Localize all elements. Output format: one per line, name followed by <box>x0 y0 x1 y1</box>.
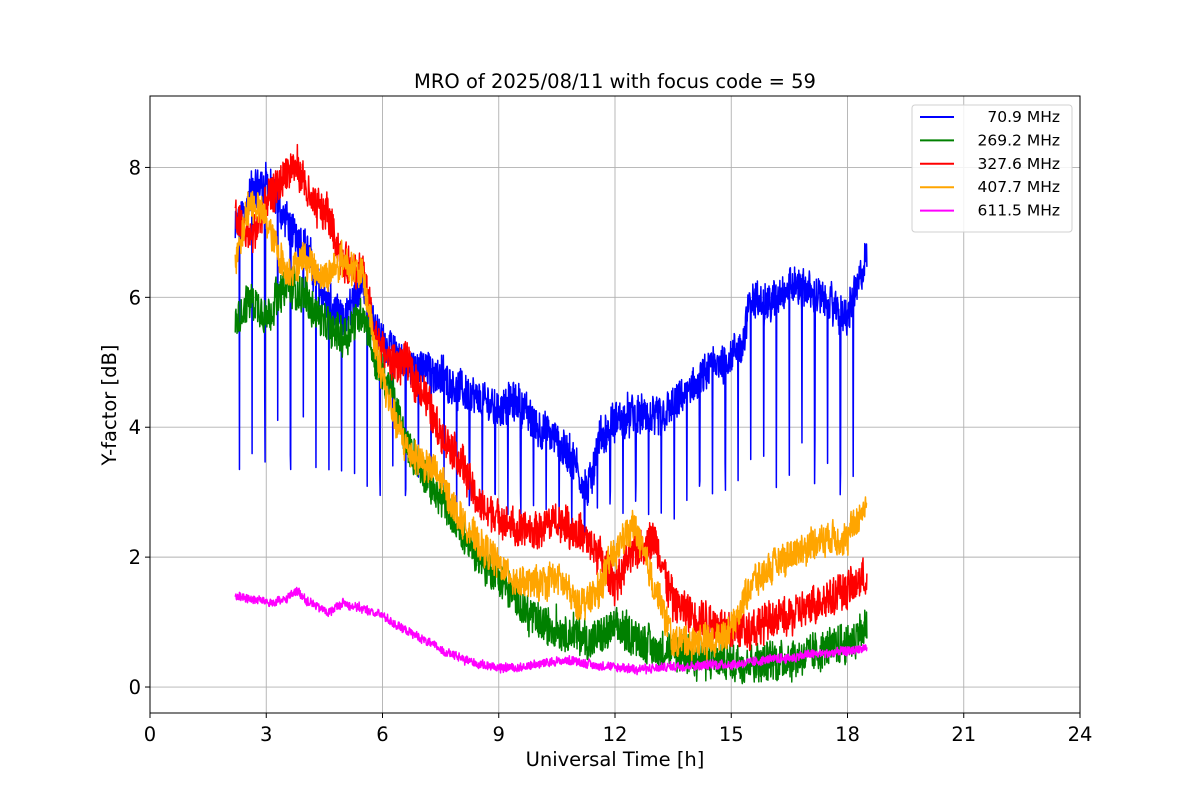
y-axis-label: Y-factor [dB] <box>98 345 121 467</box>
series-0 <box>234 161 868 539</box>
series-line <box>234 586 868 676</box>
legend-label: 407.7 MHz <box>978 178 1060 196</box>
series-line <box>234 161 868 539</box>
legend: 70.9 MHz 269.2 MHz 327.6 MHz 407.7 MHz 611.5… <box>911 104 1073 233</box>
x-axis: 0 3 6 9 12 15 18 21 24 <box>144 713 1093 746</box>
series-1 <box>234 265 868 685</box>
x-tick-label: 12 <box>603 723 628 746</box>
legend-box <box>911 104 1073 233</box>
x-tick-label: 24 <box>1068 723 1093 746</box>
legend-label: 269.2 MHz <box>978 131 1060 149</box>
x-tick-label: 3 <box>260 723 272 746</box>
series-line <box>234 190 868 663</box>
y-tick-label: 0 <box>129 676 141 699</box>
series-3 <box>234 190 868 663</box>
chart-title: MRO of 2025/08/11 with focus code = 59 <box>414 70 816 93</box>
x-axis-label: Universal Time [h] <box>526 748 705 771</box>
series-4 <box>234 586 868 676</box>
legend-label: 611.5 MHz <box>978 202 1060 220</box>
series-line <box>234 265 868 685</box>
y-tick-label: 2 <box>129 546 141 569</box>
x-tick-label: 15 <box>719 723 744 746</box>
x-tick-label: 18 <box>835 723 860 746</box>
y-tick-label: 6 <box>129 286 141 309</box>
y-tick-label: 4 <box>129 416 141 439</box>
x-tick-label: 0 <box>144 723 156 746</box>
legend-label: 70.9 MHz <box>987 108 1060 126</box>
y-axis: 0 2 4 6 8 <box>129 156 150 699</box>
x-tick-label: 9 <box>493 723 505 746</box>
legend-label: 327.6 MHz <box>978 155 1060 173</box>
y-tick-label: 8 <box>129 156 141 179</box>
data-series <box>234 143 868 685</box>
x-tick-label: 21 <box>951 723 976 746</box>
x-tick-label: 6 <box>376 723 388 746</box>
